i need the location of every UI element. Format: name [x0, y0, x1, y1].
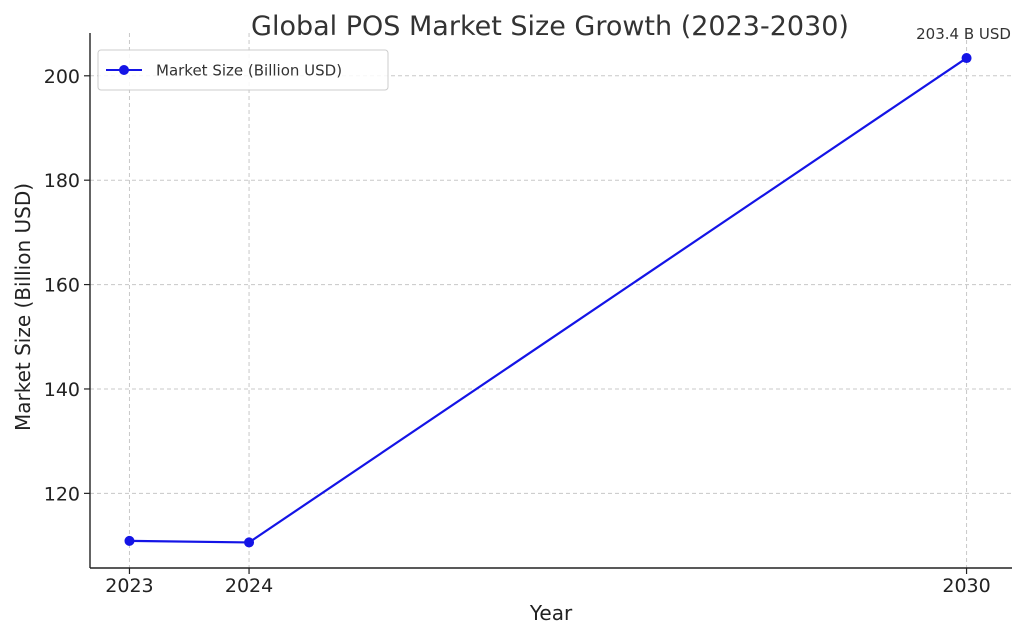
axes [89, 33, 1012, 569]
data-point [124, 535, 135, 546]
y-tick-label: 120 [44, 483, 80, 505]
y-tick-label: 140 [44, 379, 80, 401]
y-tick-label: 200 [44, 66, 80, 88]
chart-title: Global POS Market Size Growth (2023-2030… [251, 11, 849, 42]
grid [90, 33, 1012, 568]
x-axis-label: Year [529, 601, 573, 625]
x-tick-label: 2024 [225, 575, 273, 597]
data-label: 203.4 B USD [916, 25, 1011, 43]
legend: Market Size (Billion USD) [97, 49, 389, 91]
legend-series-marker [119, 65, 129, 75]
y-tick-label: 180 [44, 170, 80, 192]
y-axis-label: Market Size (Billion USD) [11, 183, 35, 431]
legend-box [97, 49, 389, 91]
data-point [961, 53, 972, 64]
x-tick-label: 2030 [942, 575, 990, 597]
y-tick-label: 160 [44, 275, 80, 297]
x-tick-label: 2023 [105, 575, 153, 597]
ticks: 120 140 160 180 200 2023 2024 2030 [44, 66, 991, 597]
annotations: 203.4 B USD [916, 25, 1011, 43]
legend-series-label: Market Size (Billion USD) [156, 62, 342, 80]
series [124, 53, 972, 548]
data-point [244, 537, 255, 548]
